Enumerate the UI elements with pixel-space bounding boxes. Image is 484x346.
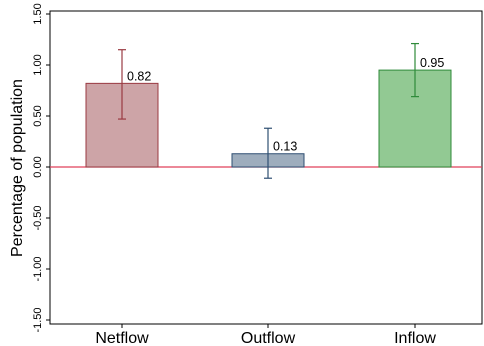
x-tick-label-netflow: Netflow	[95, 330, 149, 346]
value-label-inflow: 0.95	[420, 56, 444, 70]
error-bars	[118, 42, 419, 179]
value-labels: 0.82 0.13 0.95	[127, 56, 444, 154]
value-label-netflow: 0.82	[127, 69, 151, 83]
y-tick-label: 1.00	[32, 54, 44, 75]
y-tick-label: 0.00	[32, 156, 44, 177]
error-bar-inflow	[411, 42, 419, 98]
x-axis: Netflow Outflow Inflow	[95, 324, 436, 346]
bar-netflow	[85, 82, 159, 168]
y-tick-label: -1.50	[32, 307, 44, 332]
y-tick-label: 1.50	[32, 3, 44, 24]
y-tick-label: 0.50	[32, 105, 44, 126]
x-tick-label-inflow: Inflow	[394, 330, 436, 346]
y-tick-label: -1.00	[32, 256, 44, 281]
x-tick-label-outflow: Outflow	[241, 330, 296, 346]
y-axis: -1.50 -1.00 -0.50 0.00 0.50 1.00 1.50	[32, 3, 50, 333]
error-bar-outflow	[264, 127, 272, 179]
value-label-outflow: 0.13	[273, 140, 297, 154]
y-axis-title: Percentage of population	[9, 79, 26, 257]
error-bar-netflow	[118, 49, 126, 120]
y-tick-label: -0.50	[32, 205, 44, 230]
